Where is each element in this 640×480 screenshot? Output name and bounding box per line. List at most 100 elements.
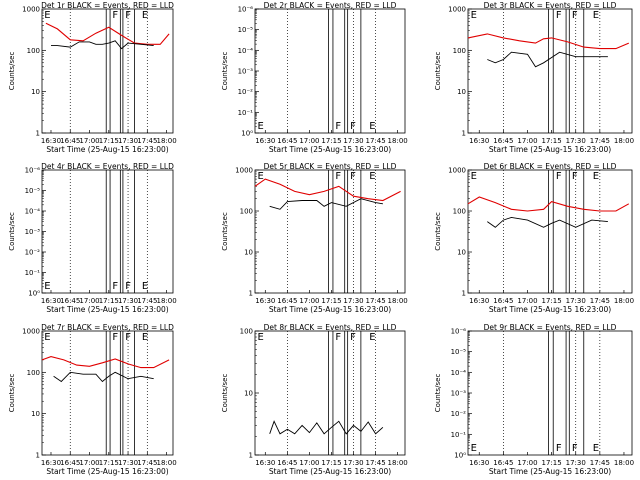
x-tick-label: 17:15 [542, 297, 562, 305]
annotation-label: E [142, 332, 148, 343]
x-tick-label: 17:45 [365, 459, 385, 467]
y-tick-label: 10⁻³ [238, 68, 254, 76]
y-tick-label: 1 [36, 452, 40, 460]
x-tick-label: 17:15 [542, 459, 562, 467]
series-line-lld [467, 33, 630, 50]
annotation-label: F [350, 332, 356, 343]
chart-panel: Det 6r BLACK = Events, RED = LLD 16:30 16:… [434, 162, 634, 314]
x-axis-label: Start Time (25-Aug-15 16:23:00) [269, 305, 391, 314]
chart-title: Det 7r BLACK = Events, RED = LLD [41, 323, 174, 332]
x-tick-label: 16:30 [41, 297, 61, 305]
x-tick-label: 17:00 [517, 459, 537, 467]
chart-title: Det 4r BLACK = Events, RED = LLD [41, 162, 174, 171]
x-tick-label: 17:30 [566, 459, 586, 467]
annotation-label: E [142, 281, 148, 292]
x-tick-label: 18:00 [156, 459, 176, 467]
x-tick-label: 16:45 [277, 137, 297, 145]
x-tick-label: 17:30 [566, 137, 586, 145]
y-tick-label: 10⁰ [454, 452, 466, 460]
x-tick-label: 17:30 [343, 137, 363, 145]
x-tick-label: 16:30 [255, 459, 275, 467]
x-axis-label: Start Time (25-Aug-15 16:23:00) [46, 467, 168, 476]
y-tick-label: 10 [244, 249, 253, 257]
annotation-label: F [335, 121, 341, 132]
y-tick-label: 100 [240, 208, 253, 216]
y-tick-label: 10⁻⁴ [451, 369, 467, 377]
chart-title: Det 9r BLACK = Events, RED = LLD [484, 323, 617, 332]
x-tick-label: 17:15 [321, 137, 341, 145]
y-tick-label: 1000 [448, 167, 466, 175]
x-axis-label: Start Time (25-Aug-15 16:23:00) [46, 145, 168, 154]
y-tick-label: 10⁻² [238, 88, 254, 96]
x-tick-label: 17:00 [79, 459, 99, 467]
annotation-label: F [112, 332, 118, 343]
x-tick-label: 17:30 [566, 297, 586, 305]
y-tick-label: 10⁻² [25, 249, 41, 257]
x-tick-label: 16:45 [60, 459, 80, 467]
x-tick-label: 18:00 [388, 137, 408, 145]
annotation-label: E [593, 10, 599, 21]
x-tick-label: 18:00 [614, 137, 634, 145]
series-line-events [269, 198, 383, 210]
x-tick-label: 16:30 [469, 137, 489, 145]
x-tick-label: 16:30 [469, 297, 489, 305]
y-tick-label: 1000 [235, 167, 253, 175]
annotation-label: F [556, 171, 562, 182]
y-axis-label: Counts/sec [8, 374, 16, 413]
x-axis-label: Start Time (25-Aug-15 16:23:00) [269, 145, 391, 154]
plot-frame [254, 169, 406, 294]
chart-panel: Det 4r BLACK = Events, RED = LLD 16:30 16:… [8, 162, 177, 314]
x-tick-label: 16:30 [41, 137, 61, 145]
annotation-label: E [471, 171, 477, 182]
x-axis-label: Start Time (25-Aug-15 16:23:00) [46, 305, 168, 314]
x-axis-label: Start Time (25-Aug-15 16:23:00) [269, 467, 391, 476]
x-tick-label: 17:45 [365, 137, 385, 145]
x-tick-label: 16:30 [41, 459, 61, 467]
annotation-label: F [112, 281, 118, 292]
y-tick-label: 10⁻⁵ [238, 26, 254, 34]
x-tick-label: 16:30 [255, 297, 275, 305]
chart-panel: Det 2r BLACK = Events, RED = LLD 16:30 16:… [221, 1, 408, 154]
x-tick-label: 17:30 [343, 297, 363, 305]
annotation-label: E [369, 121, 375, 132]
x-axis-label: Start Time (25-Aug-15 16:23:00) [489, 305, 611, 314]
x-tick-label: 18:00 [156, 297, 176, 305]
annotation-label: F [335, 332, 341, 343]
series-line-events [269, 420, 384, 435]
y-tick-label: 1 [249, 452, 253, 460]
y-axis-label: Counts/sec [8, 52, 16, 91]
chart-title: Det 2r BLACK = Events, RED = LLD [264, 1, 397, 10]
y-tick-label: 1 [462, 130, 466, 138]
x-tick-label: 18:00 [614, 297, 634, 305]
chart-title: Det 3r BLACK = Events, RED = LLD [484, 1, 617, 10]
x-tick-label: 18:00 [388, 297, 408, 305]
annotation-label: F [556, 10, 562, 21]
series-line-events [53, 371, 154, 383]
chart-title: Det 8r BLACK = Events, RED = LLD [264, 323, 397, 332]
x-tick-label: 16:45 [277, 459, 297, 467]
x-tick-label: 17:45 [590, 137, 610, 145]
x-tick-label: 17:15 [99, 137, 119, 145]
x-tick-label: 16:45 [60, 137, 80, 145]
x-tick-label: 17:15 [542, 137, 562, 145]
y-tick-label: 10⁰ [28, 290, 40, 298]
chart-title: Det 1r BLACK = Events, RED = LLD [41, 1, 174, 10]
x-tick-label: 17:45 [137, 297, 157, 305]
x-tick-label: 17:15 [99, 459, 119, 467]
annotation-label: E [593, 171, 599, 182]
y-axis-label: Counts/sec [221, 212, 229, 251]
y-tick-label: 10⁻⁶ [451, 328, 467, 336]
annotation-label: F [350, 121, 356, 132]
y-axis-label: Counts/sec [8, 212, 16, 251]
x-tick-label: 17:45 [137, 459, 157, 467]
y-tick-label: 10⁻² [451, 410, 467, 418]
annotation-label: F [335, 171, 341, 182]
y-tick-label: 1 [249, 290, 253, 298]
y-tick-label: 1000 [22, 328, 40, 336]
y-tick-label: 1 [36, 130, 40, 138]
y-axis-label: Counts/sec [434, 52, 442, 91]
annotation-label: E [44, 332, 50, 343]
annotation-label: F [125, 10, 131, 21]
plot-frame [467, 330, 633, 456]
